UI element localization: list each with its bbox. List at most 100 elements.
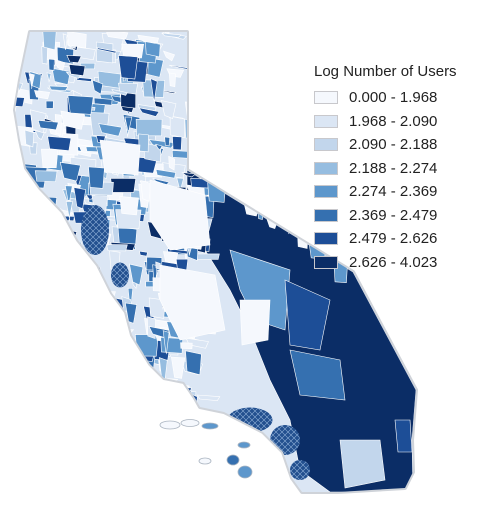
region-polygon: [158, 493, 177, 504]
region-polygon: [121, 467, 133, 474]
region-polygon: [162, 50, 176, 62]
region-polygon: [93, 441, 118, 461]
region-polygon: [242, 81, 251, 88]
region-polygon: [129, 263, 144, 286]
region-polygon: [67, 322, 82, 331]
region-polygon: [242, 81, 258, 92]
region-polygon: [35, 285, 49, 291]
region-polygon: [394, 419, 413, 453]
region-polygon: [101, 421, 117, 446]
region-polygon: [105, 340, 127, 352]
region-polygon: [36, 496, 55, 509]
region-polygon: [107, 384, 125, 391]
region-polygon: [16, 204, 29, 210]
region-polygon: [24, 129, 35, 148]
region-polygon: [289, 208, 311, 232]
urban-cluster: [81, 205, 109, 255]
region-polygon: [67, 95, 94, 115]
region-polygon: [173, 486, 194, 492]
legend-label: 2.090 - 2.188: [349, 136, 438, 154]
region-polygon: [51, 276, 77, 288]
region-polygon: [15, 421, 27, 445]
region-polygon: [17, 389, 35, 411]
region-polygon: [83, 300, 95, 311]
region-polygon: [118, 55, 139, 80]
region-polygon: [326, 40, 354, 59]
channel-islands: [159, 419, 253, 479]
region-polygon: [94, 476, 116, 486]
region-polygon: [19, 313, 30, 335]
region-polygon: [247, 119, 261, 133]
region-polygon: [65, 425, 91, 451]
region-polygon: [235, 143, 254, 161]
region-polygon: [282, 37, 299, 47]
region-polygon: [60, 324, 68, 336]
region-polygon: [76, 433, 91, 452]
region-polygon: [15, 210, 30, 234]
region-polygon: [280, 204, 304, 213]
region-polygon: [180, 342, 193, 350]
region-polygon: [171, 150, 195, 159]
region-polygon: [165, 390, 192, 401]
region-polygon: [31, 369, 51, 383]
region-polygon: [99, 441, 121, 456]
region-polygon: [15, 460, 21, 470]
region-polygon: [95, 41, 114, 64]
region-polygon: [53, 239, 67, 260]
region-polygon: [37, 294, 63, 314]
region-polygon: [67, 32, 87, 49]
region-polygon: [44, 318, 55, 328]
region-polygon: [98, 123, 123, 137]
region-polygon: [124, 302, 138, 324]
region-polygon: [149, 401, 162, 421]
region-polygon: [46, 72, 52, 83]
region-polygon: [220, 100, 239, 121]
region-polygon: [179, 470, 196, 492]
region-polygon: [162, 330, 170, 355]
region-polygon: [250, 127, 277, 140]
region-polygon: [15, 213, 25, 224]
region-polygon: [15, 221, 19, 232]
region-polygon: [73, 187, 87, 210]
region-polygon: [61, 449, 85, 461]
region-polygon: [63, 338, 83, 357]
region-polygon: [96, 47, 117, 54]
region-polygon: [29, 497, 39, 503]
region-polygon: [125, 366, 137, 372]
region-polygon: [15, 481, 34, 492]
region-polygon: [137, 104, 157, 111]
region-polygon: [244, 57, 256, 74]
region-polygon: [166, 461, 187, 477]
region-polygon: [25, 316, 33, 340]
region-polygon: [53, 350, 77, 357]
region-polygon: [70, 493, 76, 507]
region-polygon: [59, 486, 74, 492]
region-polygon: [291, 103, 310, 119]
region-polygon: [138, 400, 155, 424]
region-polygon: [15, 374, 30, 400]
region-polygon: [235, 160, 249, 184]
region-polygon: [118, 348, 140, 369]
region-polygon: [113, 405, 125, 422]
region-polygon: [90, 455, 96, 465]
urban-cluster: [111, 262, 129, 288]
region-polygon: [34, 351, 50, 364]
region-polygon: [42, 402, 57, 412]
region-polygon: [161, 32, 182, 38]
region-polygon: [163, 401, 187, 408]
region-polygon: [44, 299, 62, 309]
region-polygon: [74, 336, 93, 352]
region-polygon: [86, 493, 101, 506]
region-polygon: [282, 157, 292, 177]
region-polygon: [190, 32, 208, 49]
region-polygon: [265, 38, 272, 54]
region-polygon: [15, 272, 16, 287]
region-polygon: [75, 330, 84, 346]
region-polygon: [225, 114, 252, 122]
region-polygon: [138, 107, 160, 117]
region-polygon: [245, 87, 273, 107]
region-polygon: [45, 392, 68, 398]
region-polygon: [300, 214, 311, 228]
region-polygon: [43, 232, 66, 243]
